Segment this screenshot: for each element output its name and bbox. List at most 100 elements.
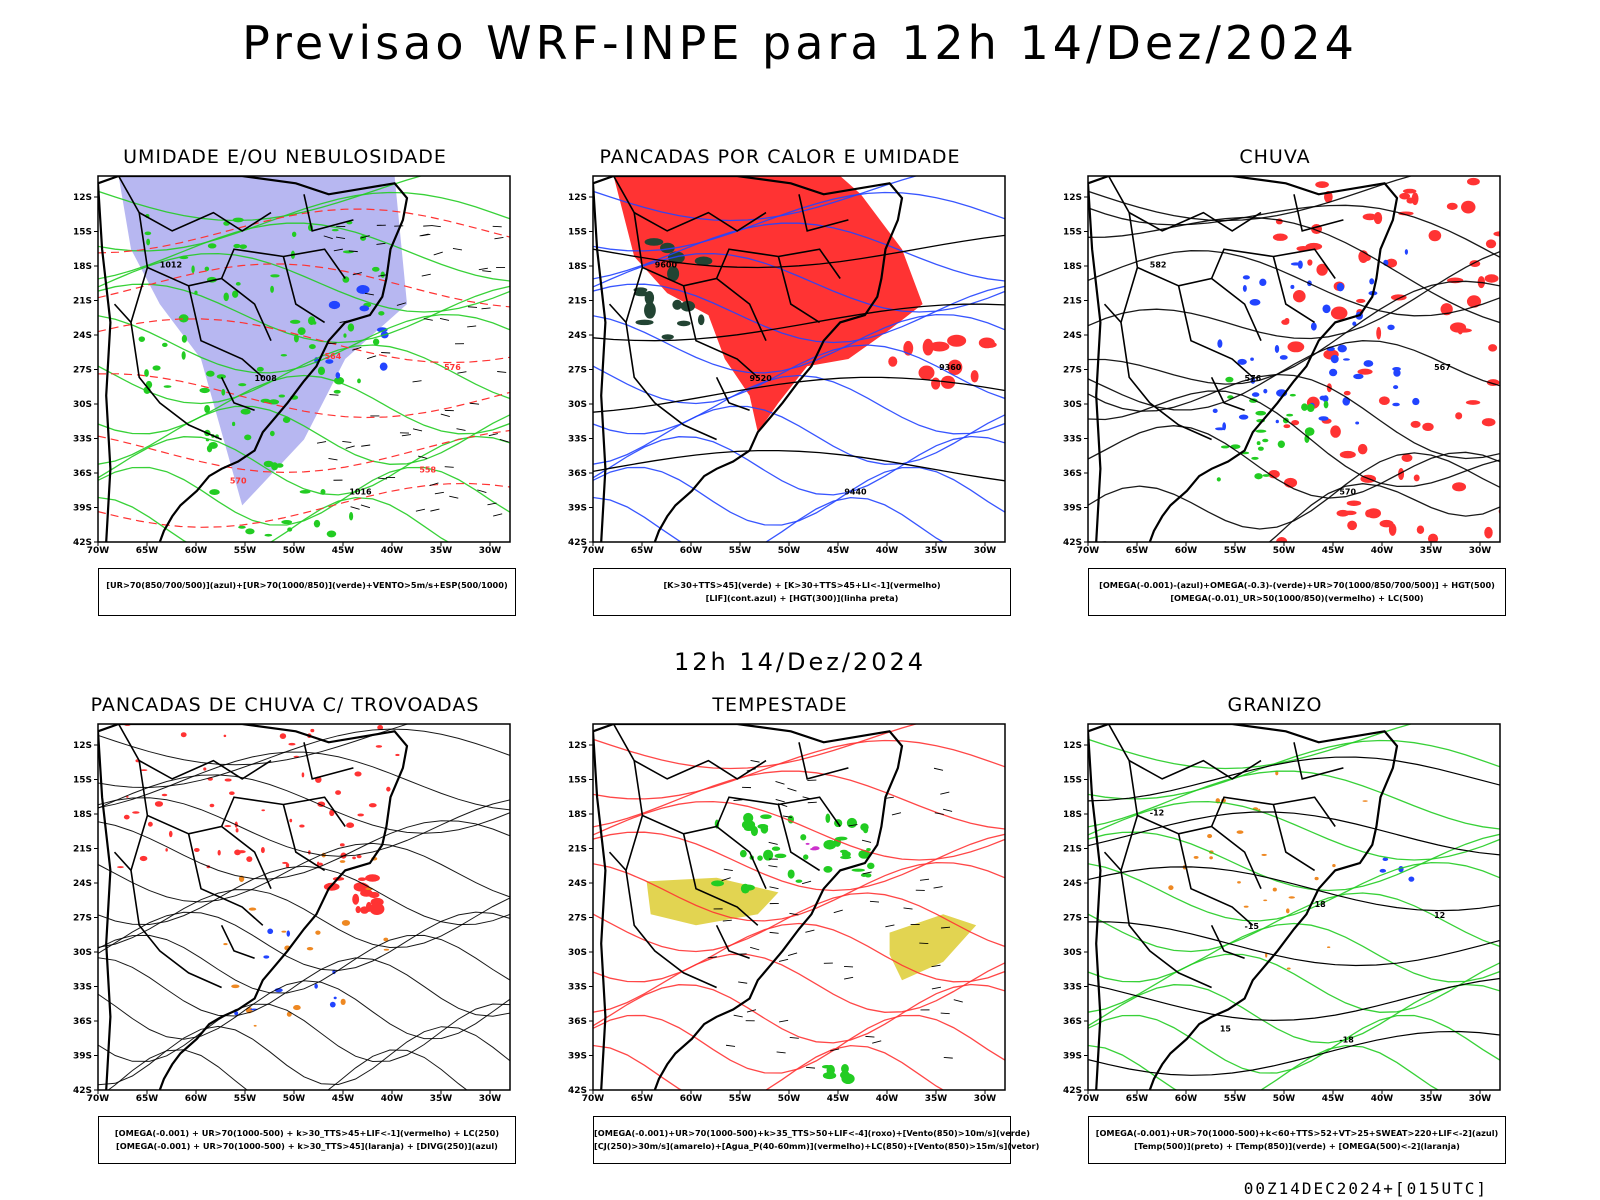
lat-label: 39S — [568, 504, 587, 514]
wind-vector — [721, 877, 731, 882]
omega-green-cell — [1306, 403, 1315, 413]
contour-label: 582 — [1150, 261, 1167, 270]
coastline — [1088, 731, 1102, 1090]
lon-label: 50W — [778, 546, 801, 554]
lon-label: 60W — [185, 1094, 208, 1102]
contour-line — [1088, 983, 1500, 1044]
lat-label: 15S — [568, 228, 587, 238]
panel-tempestade: TEMPESTADE 12S 15S 18S 21S 24S 27S 30S 33S 36S 39… — [545, 694, 1039, 1164]
wind-vector — [429, 482, 439, 487]
rain-cell — [1357, 443, 1368, 455]
convective-cell — [341, 919, 351, 926]
wind-850-cell — [851, 868, 865, 872]
divergence-cell — [234, 1011, 239, 1016]
contour-line — [593, 983, 1005, 1044]
warm-humid-cell — [672, 299, 683, 310]
lon-label: 55W — [234, 1094, 257, 1102]
rain-cell — [1378, 396, 1390, 406]
political-border — [1107, 724, 1262, 780]
panel-legend: [OMEGA(-0.001) + UR>70(1000-500) + k>30_… — [98, 1116, 516, 1164]
green-humidity-cell — [152, 365, 161, 371]
rain-cell — [1330, 306, 1348, 320]
rain-cell — [1347, 520, 1358, 531]
green-humidity-cell — [144, 369, 149, 377]
lat-label: 27S — [1063, 914, 1082, 924]
lat-label: 24S — [73, 331, 92, 341]
green-humidity-cell — [343, 333, 347, 338]
thunderstorm-cell — [369, 902, 385, 915]
contour-line — [593, 222, 1005, 282]
coastline — [593, 724, 904, 1090]
wind-vector — [348, 250, 358, 253]
political-border — [682, 833, 759, 926]
omega-blue-cell — [1330, 354, 1339, 364]
political-border — [1128, 212, 1262, 342]
contour-line — [1088, 953, 1500, 1013]
map-granizo: -12 -15 -18 12 15 18 12S 15S 18S 21S 24S 27S 30S 33S 3… — [1063, 723, 1501, 1102]
convective-cell — [281, 930, 287, 933]
contour-line — [593, 176, 919, 222]
contour-line — [98, 435, 510, 496]
wind-vector — [776, 1051, 786, 1054]
lat-label: 36S — [568, 1017, 587, 1027]
political-border — [1177, 285, 1254, 378]
coastline — [1088, 724, 1399, 1090]
rain-cell — [1385, 258, 1398, 268]
political-border — [715, 924, 750, 959]
green-humidity-cell — [163, 385, 172, 388]
green-humidity-cell — [270, 274, 280, 278]
rain-cell — [1339, 450, 1356, 459]
green-humidity-cell — [264, 533, 273, 537]
wind-vector — [931, 986, 941, 990]
omega-green-cell — [1254, 473, 1263, 480]
thunderstorm-cell — [354, 771, 362, 777]
thunderstorm-cell — [154, 801, 164, 807]
wind-vector — [789, 912, 799, 916]
lon-label: 35W — [1420, 546, 1443, 554]
map-pancadas-calor: 9600 9520 9440 9360 12S 15S 18S 21S 24S 27S 30S 33S… — [568, 175, 1006, 554]
lat-label: 18S — [568, 810, 587, 820]
blue-humidity-cell — [376, 327, 388, 333]
omega-green-cell — [1289, 393, 1296, 397]
political-border — [1210, 924, 1245, 959]
jet-stream-area — [889, 914, 977, 981]
lat-label: 24S — [1063, 331, 1082, 341]
map-layers: -12 -15 -18 12 15 18 — [1088, 724, 1500, 1090]
green-humidity-cell — [280, 353, 288, 357]
green-humidity-cell — [138, 336, 146, 342]
contour-line — [593, 191, 1005, 252]
rain-cell — [1305, 242, 1323, 251]
green-humidity-cell — [333, 376, 345, 385]
legend-line: [OMEGA(-0.001)+UR>70(1000-500)+k>35_TTS>… — [594, 1128, 1030, 1138]
lat-label: 15S — [73, 228, 92, 238]
panel-trovoadas: PANCADAS DE CHUVA C/ TROVOADAS 12S 15S 18S… — [50, 694, 520, 1164]
coastline — [98, 183, 112, 542]
wind-vector — [488, 433, 498, 437]
convective-cell — [223, 943, 228, 946]
thunderstorm-cell — [261, 809, 266, 812]
wind-vector — [933, 886, 943, 889]
omega-500-cell — [1265, 952, 1268, 958]
panel-umidade: UMIDADE E/OU NEBULOSIDADE 1012 1008 1016 57… — [50, 146, 520, 616]
lon-label: 60W — [680, 546, 703, 554]
lat-label: 39S — [73, 504, 92, 514]
omega-blue-cell — [1222, 422, 1227, 431]
lat-label: 24S — [568, 879, 587, 889]
contour-line — [1088, 921, 1500, 967]
wind-850-cell — [866, 847, 871, 852]
wind-vector — [421, 233, 431, 237]
lon-label: 40W — [876, 546, 899, 554]
warm-humid-cell — [667, 266, 680, 282]
rain-cell — [1336, 509, 1350, 517]
panel-title: PANCADAS POR CALOR E UMIDADE — [599, 146, 961, 168]
omega-blue-cell — [1237, 358, 1247, 365]
contour-line — [98, 222, 510, 282]
contour-line — [1088, 892, 1500, 953]
omega-500-cell — [1314, 876, 1319, 881]
contour-line — [98, 373, 510, 419]
warm-humid-cell — [660, 242, 675, 254]
wind-vector — [943, 1057, 953, 1059]
wind-vector — [342, 440, 352, 443]
omega-green-cell — [1257, 446, 1264, 451]
lat-label: 21S — [1063, 845, 1082, 855]
